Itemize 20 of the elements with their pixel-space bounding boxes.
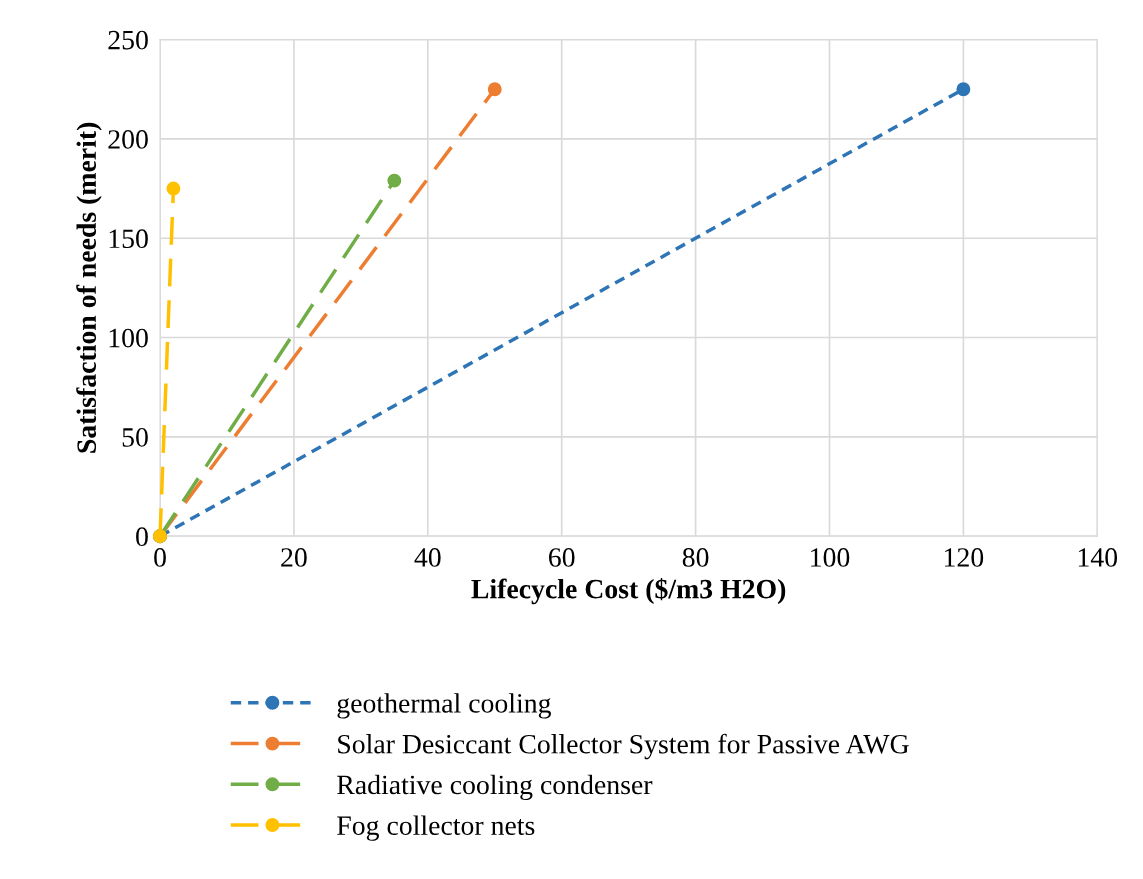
legend-label: geothermal cooling xyxy=(337,693,551,719)
x-tick-label: 20 xyxy=(281,548,307,567)
y-axis-title: Satisfaction of needs (merit) xyxy=(76,122,102,453)
x-tick-label: 0 xyxy=(154,548,166,567)
y-tick-label: 250 xyxy=(108,30,148,50)
y-tick-label: 150 xyxy=(109,229,148,249)
legend-label: Solar Desiccant Collector System for Passive AWG xyxy=(338,733,909,760)
x-axis-title: Lifecycle Cost ($/m3 H2O) xyxy=(471,578,786,605)
y-tick-label: 50 xyxy=(122,428,148,447)
x-tick-label: 40 xyxy=(414,548,441,567)
x-tick-label: 60 xyxy=(549,548,575,567)
legend-label: Fog collector nets xyxy=(337,815,535,841)
x-tick-label: 120 xyxy=(945,548,984,567)
y-tick-label: 200 xyxy=(108,130,148,149)
y-tick-label: 100 xyxy=(109,328,148,348)
x-tick-label: 140 xyxy=(1078,548,1118,567)
x-tick-label: 100 xyxy=(811,548,850,567)
y-tick-label: 0 xyxy=(136,527,148,547)
legend-label: Radiative cooling condenser xyxy=(337,774,653,801)
x-tick-label: 80 xyxy=(682,548,709,567)
